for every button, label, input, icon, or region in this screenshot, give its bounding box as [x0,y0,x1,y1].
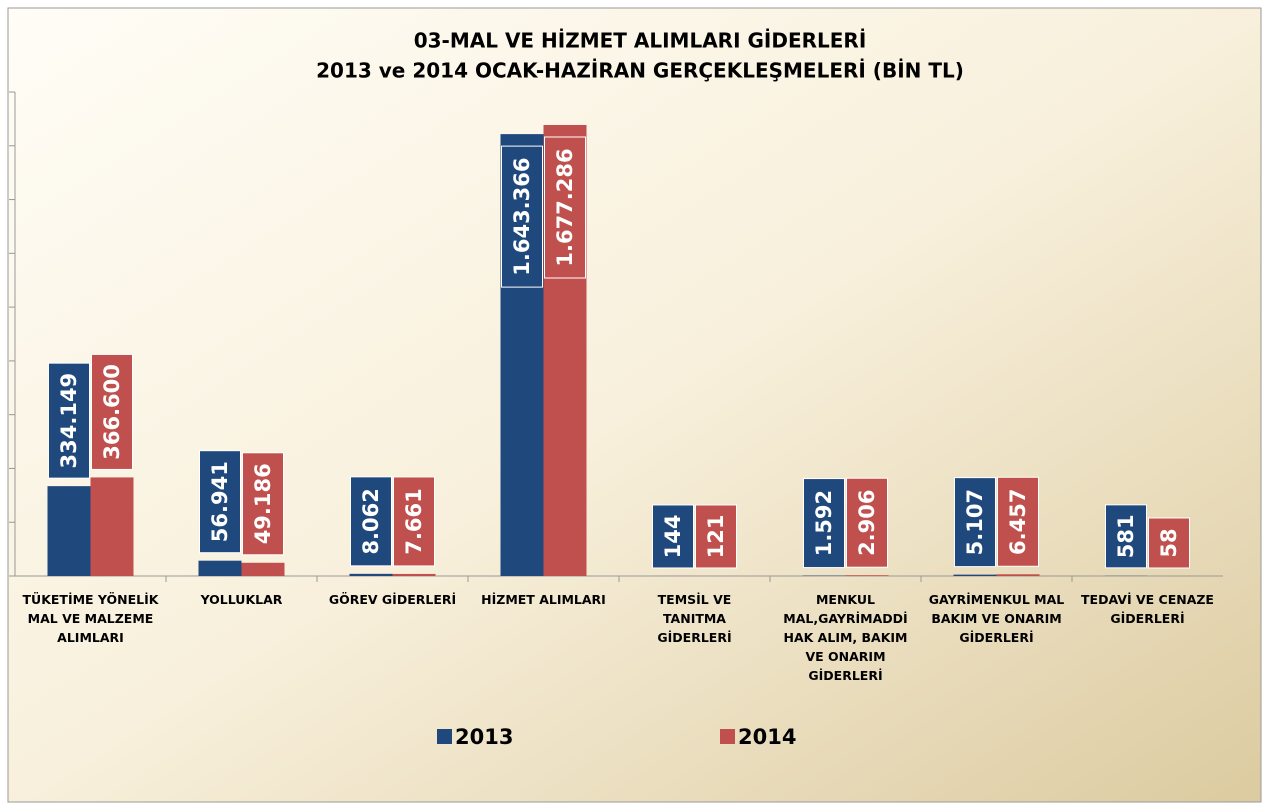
value-label-group: 121 [695,504,737,569]
value-label: 2.906 [855,489,879,555]
chart-frame [7,7,1262,803]
value-label: 8.062 [359,488,383,554]
bar [47,486,91,576]
value-label: 144 [661,515,685,559]
value-label-group: 144 [652,504,694,569]
bar [996,574,1040,576]
value-label-group: 58 [1148,517,1190,569]
bar [845,575,889,576]
value-label: 1.677.286 [553,148,577,266]
value-label-box [846,477,888,568]
value-label: 1.592 [812,490,836,556]
value-label-group: 7.661 [393,476,435,567]
x-tick-label: YOLLUKLAR [200,592,283,607]
value-label: 58 [1157,528,1181,557]
value-label-group: 8.062 [350,476,392,567]
value-label: 6.457 [1006,489,1030,555]
bar [90,477,134,576]
legend-swatch [720,729,735,744]
value-label-box [350,476,392,567]
chart-title: 03-MAL VE HİZMET ALIMLARI GİDERLERİ [414,29,867,53]
value-label-box [501,145,543,288]
value-label-group: 5.107 [954,477,996,568]
value-label: 121 [704,515,728,559]
chart-subtitle: 2013 ve 2014 OCAK-HAZİRAN GERÇEKLEŞMELER… [316,59,964,83]
value-label-box [954,477,996,568]
bar [198,560,242,576]
value-label: 366.600 [100,364,124,460]
value-label-box [199,450,241,554]
value-label-box [91,353,133,470]
x-tick-label: HİZMET ALIMLARI [481,592,606,607]
legend-swatch [437,729,452,744]
value-label-group: 366.600 [91,353,133,470]
value-label-box [695,504,737,569]
bar [392,573,436,576]
value-label-box [48,362,90,479]
value-label-box [544,136,586,279]
value-label-group: 1.592 [803,478,845,569]
value-label-box [242,452,284,556]
value-label: 334.149 [57,373,81,469]
x-tick-label: TEDAVİ VE CENAZE GİDERLERİ [1081,592,1214,626]
x-tick-label: GÖREV GİDERLERİ [328,592,457,607]
value-label-box [1148,517,1190,569]
x-tick-label: MENKUL MAL,GAYRİMADDİ HAK ALIM, BAKIM VE… [783,592,908,683]
value-label-group: 49.186 [242,452,284,556]
value-label: 56.941 [208,461,232,542]
value-label: 581 [1114,514,1138,558]
value-label-box [652,504,694,569]
value-label: 5.107 [963,489,987,555]
value-label-group: 334.149 [48,362,90,479]
bar [241,562,285,576]
value-label-box [997,476,1039,567]
value-label-group: 1.677.286 [544,136,586,279]
value-label: 49.186 [251,463,275,544]
bar [349,573,393,576]
legend-label: 2014 [738,725,796,749]
value-label: 7.661 [402,488,426,554]
value-label-group: 2.906 [846,477,888,568]
value-label-box [803,478,845,569]
value-label-group: 6.457 [997,476,1039,567]
value-label-group: 1.643.366 [501,145,543,288]
value-label-box [1105,504,1147,569]
x-tick-label: GAYRİMENKUL MAL BAKIM VE ONARIM GİDERLER… [928,592,1065,645]
value-label-box [393,476,435,567]
x-tick-label: TÜKETİME YÖNELİK MAL VE MALZEME ALIMLARI [22,592,159,645]
legend-label: 2013 [455,725,513,749]
bar [953,574,997,576]
value-label-group: 581 [1105,504,1147,569]
value-label-group: 56.941 [199,450,241,554]
x-tick-label: TEMSİL VE TANITMA GİDERLERİ [657,592,732,645]
value-label: 1.643.366 [510,157,534,275]
